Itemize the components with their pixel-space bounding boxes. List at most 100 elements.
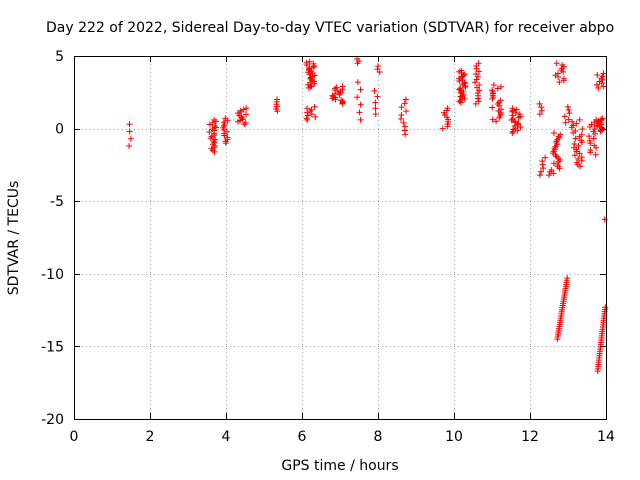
data-point [303,115,310,122]
data-point [274,96,281,103]
data-point [573,120,580,127]
y-axis-label: SDTVAR / TECUs [6,181,22,296]
x-tick-label: 4 [222,429,231,445]
x-tick-label: 0 [70,429,79,445]
data-point [455,75,462,82]
data-point [548,167,555,174]
data-point [575,155,582,162]
data-point [557,131,564,138]
data-point [206,129,213,136]
data-point [591,126,598,133]
data-point [400,119,407,126]
data-point [554,161,561,168]
data-point [472,100,479,107]
data-point [402,96,409,103]
data-point [206,121,213,128]
data-point [494,85,501,92]
data-point [560,75,567,82]
data-point [489,87,496,94]
data-point [473,71,480,78]
data-point [586,137,593,144]
data-point [598,116,605,123]
data-point [304,105,311,112]
data-point [595,84,602,91]
data-point [474,90,481,97]
data-point [587,147,594,154]
data-point [304,116,311,123]
data-point [513,106,520,113]
data-point [509,129,516,136]
data-point [398,112,405,119]
data-point [357,86,364,93]
data-point [401,123,408,130]
data-point [586,133,593,140]
data-point [208,145,215,152]
data-point [564,103,571,110]
data-point [372,105,379,112]
data-point [311,103,318,110]
data-point [209,119,216,126]
data-point [516,111,523,118]
data-point [561,113,568,120]
data-point [489,116,496,123]
data-point [572,135,579,142]
data-point [126,121,133,128]
data-point [305,66,312,73]
grid-lines [74,56,606,419]
data-point [578,154,585,161]
data-point [333,84,340,91]
data-point [553,60,560,67]
data-points [126,55,609,375]
data-point [475,60,482,67]
plot-frame [74,56,607,420]
data-point [595,118,602,125]
data-point [444,105,451,112]
data-point [220,119,227,126]
data-point [566,110,573,117]
data-point [371,87,378,94]
data-point [571,141,578,148]
data-point [374,93,381,100]
data-point [490,82,497,89]
y-tick-label: -5 [50,194,64,210]
y-tick-label: -10 [41,267,64,283]
data-point [509,105,516,112]
data-point [538,104,545,111]
data-point [565,107,572,114]
data-point [401,100,408,107]
data-point [536,111,543,118]
data-point [307,108,314,115]
data-point [565,116,572,123]
x-tick-label: 6 [298,429,307,445]
data-point [456,86,463,93]
data-point [599,73,606,80]
data-point [550,160,557,167]
data-point [542,154,549,161]
x-tick-label: 8 [374,429,383,445]
data-point [306,65,313,72]
data-point [207,135,214,142]
data-point [576,116,583,123]
data-point [498,106,505,113]
data-point [562,119,569,126]
data-point [222,115,229,122]
data-point [304,112,311,119]
data-point [569,118,576,125]
data-point [461,71,468,78]
axis-ticks [74,56,607,420]
chart-title: Day 222 of 2022, Sidereal Day-to-day VTE… [46,20,614,36]
data-point [573,159,580,166]
data-point [374,66,381,73]
data-point [211,116,218,123]
x-tick-label: 14 [597,429,615,445]
data-point [212,136,219,143]
data-point [600,70,607,77]
data-point [472,79,479,86]
data-point [303,59,310,66]
data-point [403,108,410,115]
data-point [339,83,346,90]
data-point [126,143,133,150]
x-tick-label: 2 [146,429,155,445]
data-point [356,109,363,116]
data-point [570,144,577,151]
